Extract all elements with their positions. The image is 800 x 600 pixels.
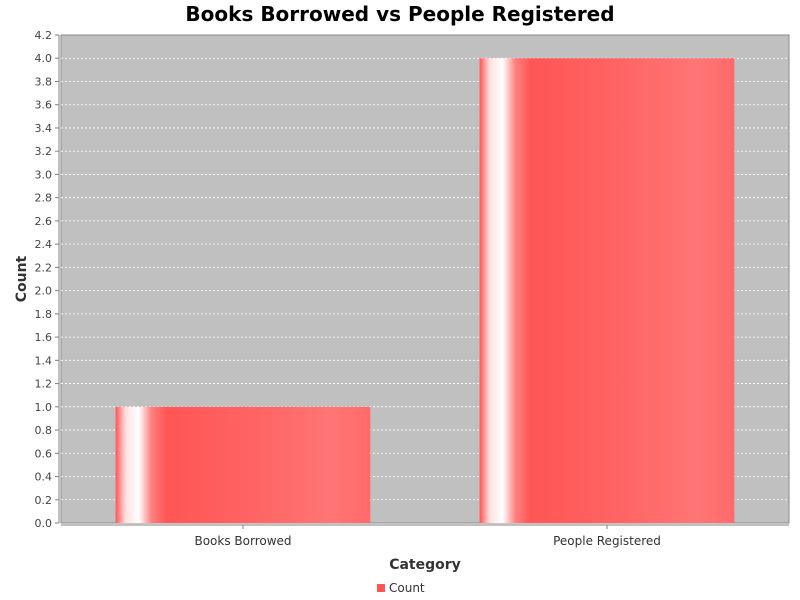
y-tick-label: 0.6 xyxy=(35,447,53,460)
x-axis: Books Borrowed People Registered xyxy=(61,524,789,548)
y-tick-label: 2.2 xyxy=(35,261,53,274)
legend-label: Count xyxy=(389,581,425,595)
y-tick-label: 1.2 xyxy=(35,378,53,391)
y-tick-label: 1.8 xyxy=(35,308,53,321)
y-tick-label: 4.2 xyxy=(35,29,53,42)
y-tick-label: 3.6 xyxy=(35,99,53,112)
y-tick-label: 2.8 xyxy=(35,192,53,205)
y-axis-label: Count xyxy=(14,255,30,302)
y-tick-label: 2.4 xyxy=(35,238,53,251)
y-tick-label: 2.6 xyxy=(35,215,53,228)
bar-people-registered xyxy=(479,58,735,523)
y-tick-label: 0.8 xyxy=(35,424,53,437)
y-tick-label: 0.0 xyxy=(35,517,53,530)
y-tick-label: 1.6 xyxy=(35,331,53,344)
y-tick-label: 0.2 xyxy=(35,494,53,507)
y-tick-label: 3.4 xyxy=(35,122,53,135)
x-tick-label: Books Borrowed xyxy=(194,534,291,548)
x-axis-label: Category xyxy=(389,557,461,573)
y-tick-label: 2.0 xyxy=(35,285,53,298)
chart-title: Books Borrowed vs People Registered xyxy=(185,2,615,26)
y-tick-label: 3.0 xyxy=(35,168,53,181)
y-tick-label: 3.8 xyxy=(35,75,53,88)
y-tick-label: 3.2 xyxy=(35,145,53,158)
bar-books-borrowed xyxy=(115,406,371,523)
legend: Count xyxy=(377,581,425,595)
bars xyxy=(115,58,735,523)
x-tick-label: People Registered xyxy=(553,534,661,548)
y-tick-label: 0.4 xyxy=(35,471,53,484)
y-tick-label: 1.4 xyxy=(35,354,53,367)
y-tick-label: 4.0 xyxy=(35,52,53,65)
y-tick-label: 1.0 xyxy=(35,401,53,414)
legend-swatch xyxy=(377,584,385,592)
y-axis: 0.0 0.2 0.4 0.6 0.8 1.0 1.2 1.4 1.6 1.8 2.0 2.2 2.4 2… xyxy=(35,29,60,530)
